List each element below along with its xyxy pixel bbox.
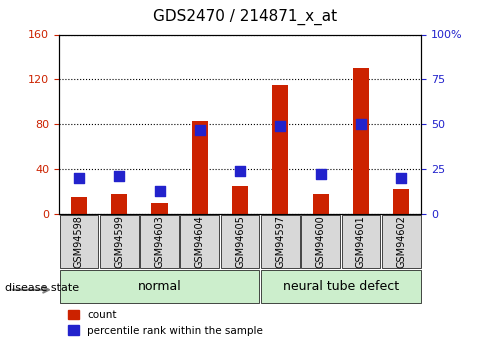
Point	[397, 175, 405, 181]
Point	[75, 175, 83, 181]
FancyBboxPatch shape	[221, 215, 259, 268]
Bar	[313, 194, 329, 214]
Point	[357, 121, 365, 127]
Point	[115, 174, 123, 179]
Point	[156, 188, 164, 193]
Text: GSM94603: GSM94603	[154, 215, 165, 268]
Text: GSM94597: GSM94597	[275, 215, 285, 268]
FancyBboxPatch shape	[60, 215, 98, 268]
Text: neural tube defect: neural tube defect	[283, 280, 399, 293]
Text: GSM94598: GSM94598	[74, 215, 84, 268]
FancyBboxPatch shape	[342, 215, 380, 268]
FancyBboxPatch shape	[100, 215, 139, 268]
Bar	[71, 197, 87, 214]
FancyBboxPatch shape	[261, 215, 300, 268]
Bar	[192, 121, 208, 214]
FancyBboxPatch shape	[140, 215, 179, 268]
Text: disease state: disease state	[5, 283, 79, 293]
Bar	[232, 186, 248, 214]
Text: GSM94599: GSM94599	[114, 215, 124, 268]
Text: GSM94605: GSM94605	[235, 215, 245, 268]
Bar	[151, 203, 168, 214]
Text: GSM94602: GSM94602	[396, 215, 406, 268]
Point	[236, 168, 244, 174]
Text: GDS2470 / 214871_x_at: GDS2470 / 214871_x_at	[153, 9, 337, 25]
Point	[317, 172, 324, 177]
Bar	[272, 85, 289, 214]
Point	[196, 127, 204, 132]
Text: GSM94600: GSM94600	[316, 215, 326, 268]
Text: GSM94604: GSM94604	[195, 215, 205, 268]
Point	[276, 123, 284, 129]
FancyBboxPatch shape	[261, 270, 420, 303]
Legend: count, percentile rank within the sample: count, percentile rank within the sample	[64, 306, 267, 340]
FancyBboxPatch shape	[180, 215, 219, 268]
Bar	[353, 68, 369, 214]
Bar	[111, 194, 127, 214]
Text: GSM94601: GSM94601	[356, 215, 366, 268]
Bar	[393, 189, 409, 214]
Text: normal: normal	[138, 280, 181, 293]
FancyBboxPatch shape	[382, 215, 420, 268]
FancyBboxPatch shape	[60, 270, 259, 303]
FancyBboxPatch shape	[301, 215, 340, 268]
